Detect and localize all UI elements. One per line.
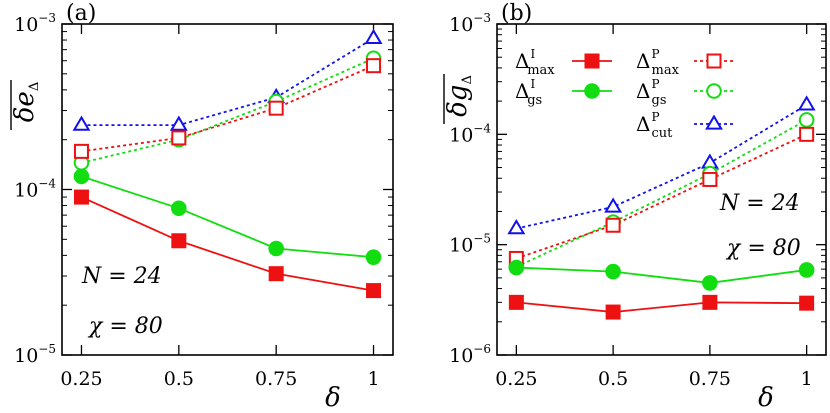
data-point-pcut — [797, 95, 816, 111]
data-point-pmax — [799, 126, 815, 142]
x-tick-label: 0.25 — [495, 368, 537, 390]
x-tick-label: 0.25 — [60, 368, 102, 390]
y-tick-label: 10−5 — [14, 342, 56, 367]
legend-marker-imax — [584, 53, 600, 69]
data-point-pcut — [604, 197, 623, 213]
data-point-imax — [171, 233, 187, 249]
data-point-imax — [799, 295, 815, 311]
panel-b: 10−6 10−5 10−4 10−3 0.25 0.5 0.75 1 (b) δ δgΔ N = 2… — [443, 1, 827, 413]
data-point-igs — [365, 249, 382, 265]
legend-item-pmax: ΔP max — [636, 47, 734, 78]
data-point-igs — [605, 263, 621, 280]
panel-label: (b) — [501, 1, 532, 26]
data-point-igs — [702, 275, 718, 291]
data-point-pmax — [171, 130, 187, 146]
data-point-imax — [702, 294, 718, 310]
data-point-pmax — [73, 143, 89, 159]
x-tick-label: 1 — [801, 368, 813, 390]
panel-a: 10−5 10−4 10−3 0.25 0.5 0.75 1 (a) δ δeΔ N = 24 χ =… — [10, 1, 394, 413]
annotation-chi: χ = 80 — [87, 314, 163, 339]
series-line-pmax — [81, 64, 374, 153]
y-axis-title-text: δgΔ — [443, 75, 475, 117]
data-point-pcut — [72, 115, 91, 131]
legend-marker-pcut — [705, 114, 723, 130]
data-point-imax — [268, 266, 284, 282]
data-point-pcut — [507, 219, 526, 235]
legend-label: ΔP gs — [636, 77, 667, 108]
series-line-igs — [516, 266, 807, 284]
x-tick-label: 0.75 — [255, 368, 297, 390]
series-line-imax — [81, 196, 374, 292]
series-line-pcut — [81, 37, 374, 126]
legend-marker-igs — [584, 83, 600, 99]
series-line-pgs — [515, 119, 808, 268]
data-point-igs — [171, 200, 187, 217]
legend-marker-pgs — [706, 83, 722, 99]
panel-label: (a) — [66, 1, 96, 26]
series-line-igs — [81, 175, 374, 259]
y-tick-label: 10−3 — [449, 11, 491, 36]
data-point-imax — [73, 189, 89, 205]
legend-item-pgs: ΔP gs — [636, 77, 734, 108]
data-point-pmax — [605, 217, 621, 233]
series-line-pcut — [516, 104, 808, 230]
x-tick-label: 0.5 — [164, 368, 194, 390]
plot-frame — [61, 23, 394, 356]
legend-label: ΔI max — [515, 47, 555, 78]
legend-item-igs: ΔI gs — [515, 77, 612, 108]
legend-label: ΔP cut — [636, 110, 673, 141]
series-line-imax — [516, 301, 807, 313]
legend-label: ΔP max — [636, 47, 680, 78]
series-line-pgs — [81, 57, 374, 164]
data-point-igs — [73, 168, 90, 185]
data-point-pgs — [798, 112, 815, 128]
annotation-n: N = 24 — [81, 264, 162, 289]
x-tick-label: 0.5 — [598, 368, 628, 390]
y-axis-title: δgΔ — [443, 74, 475, 124]
legend-marker-pmax — [706, 53, 722, 69]
legend-item-imax: ΔI max — [515, 47, 612, 78]
data-point-imax — [366, 283, 382, 299]
data-point-pmax — [702, 171, 718, 187]
x-axis-title: δ — [758, 383, 774, 413]
y-axis-title: δeΔ — [10, 80, 42, 130]
data-point-pcut — [364, 28, 383, 44]
data-point-pmax — [268, 100, 284, 116]
y-tick-label: 10−4 — [449, 121, 491, 146]
annotation-chi: χ = 80 — [725, 236, 801, 261]
data-point-igs — [798, 262, 815, 278]
data-point-igs — [508, 259, 525, 276]
data-point-igs — [268, 240, 284, 257]
legend-item-pcut: ΔP cut — [636, 110, 734, 141]
data-point-pmax — [366, 58, 382, 74]
x-tick-label: 0.75 — [689, 368, 731, 390]
y-tick-label: 10−3 — [14, 11, 56, 36]
annotation-n: N = 24 — [719, 191, 800, 216]
plot-frame — [496, 23, 827, 356]
y-axis-title-text: δeΔ — [10, 82, 42, 122]
data-point-pcut — [169, 115, 188, 131]
y-tick-label: 10−6 — [449, 342, 491, 367]
data-point-imax — [508, 294, 524, 310]
x-axis-title: δ — [325, 383, 341, 413]
x-tick-label: 1 — [367, 368, 379, 390]
y-tick-label: 10−5 — [449, 232, 491, 257]
data-point-pcut — [700, 153, 719, 169]
data-point-imax — [605, 304, 621, 320]
y-tick-label: 10−4 — [14, 177, 56, 202]
legend-label: ΔI gs — [515, 77, 542, 108]
